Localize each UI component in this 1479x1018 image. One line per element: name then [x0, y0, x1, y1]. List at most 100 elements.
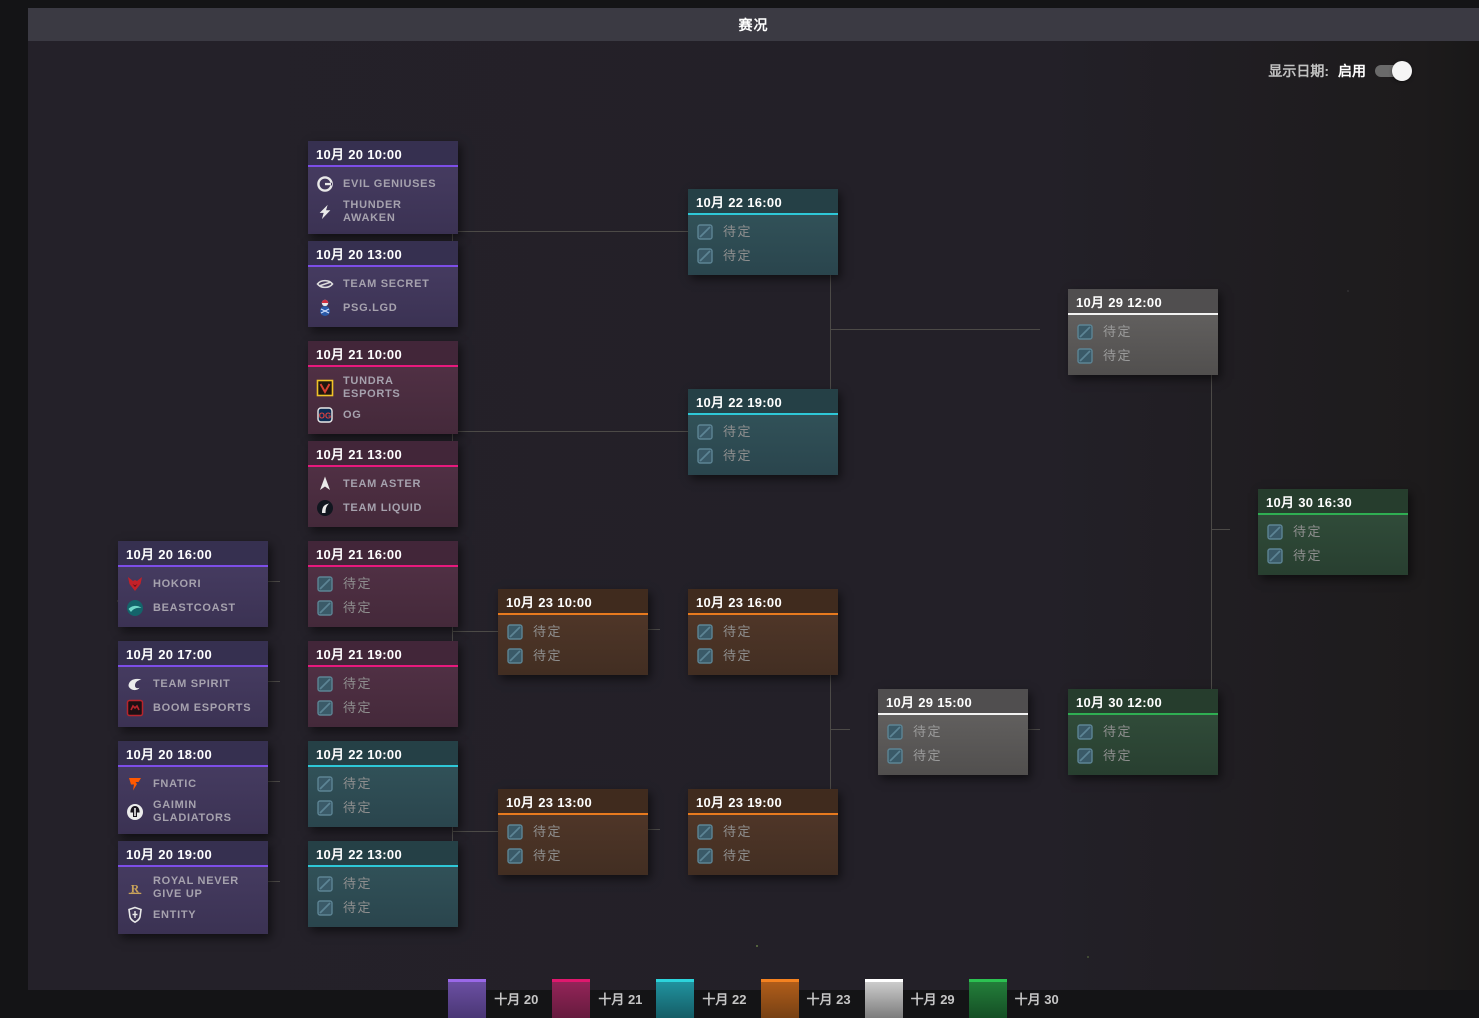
hokori-logo — [126, 575, 144, 593]
team-slot: EVIL GENIUSES — [308, 172, 458, 196]
legend-item: 十月 23 — [760, 979, 851, 1018]
day-accent-bar — [1258, 513, 1408, 515]
tbd-label: 待定 — [723, 823, 753, 839]
connector-line — [830, 329, 1040, 330]
match-datetime: 10月 22 19:00 — [688, 389, 838, 413]
match-box[interactable]: 10月 22 19:00 待定 待定 — [688, 389, 838, 475]
match-box[interactable]: 10月 23 13:00 待定 待定 — [498, 789, 648, 875]
tundra-esports-logo — [316, 379, 334, 397]
tbd-placeholder-icon — [1076, 747, 1094, 765]
tbd-label: 待定 — [1293, 547, 1323, 563]
tbd-slot: 待定 — [688, 844, 838, 868]
team-slot: GAIMIN GLADIATORS — [118, 796, 268, 827]
legend-swatch — [760, 979, 799, 1018]
team-name: ROYAL NEVER GIVE UP — [153, 875, 239, 900]
match-datetime: 10月 29 15:00 — [878, 689, 1028, 713]
thunder-awaken-logo — [316, 203, 334, 221]
tbd-placeholder-icon — [886, 723, 904, 741]
entity-logo — [126, 906, 144, 924]
tbd-slot: 待定 — [308, 572, 458, 596]
tbd-label: 待定 — [723, 623, 753, 639]
match-box[interactable]: 10月 23 19:00 待定 待定 — [688, 789, 838, 875]
legend-item: 十月 22 — [656, 979, 747, 1018]
tbd-slot: 待定 — [878, 720, 1028, 744]
match-box[interactable]: 10月 21 10:00 TUNDRA ESPORTS OG OG — [308, 341, 458, 435]
tbd-slot: 待定 — [308, 672, 458, 696]
match-datetime: 10月 30 16:30 — [1258, 489, 1408, 513]
tbd-slot: 待定 — [688, 820, 838, 844]
match-box[interactable]: 10月 20 10:00 EVIL GENIUSES THUNDER AWAKE… — [308, 141, 458, 235]
svg-text:OG: OG — [319, 412, 331, 421]
connector-line — [830, 729, 850, 730]
match-box[interactable]: 10月 21 13:00 TEAM ASTER TEAM LIQUID — [308, 441, 458, 527]
tbd-label: 待定 — [723, 223, 753, 239]
tbd-label: 待定 — [343, 775, 373, 791]
match-box[interactable]: 10月 20 13:00 TEAM SECRET PSG.LGD — [308, 241, 458, 327]
match-datetime: 10月 29 12:00 — [1068, 289, 1218, 313]
team-slot: HOKORI — [118, 572, 268, 596]
day-accent-bar — [308, 165, 458, 167]
match-datetime: 10月 22 16:00 — [688, 189, 838, 213]
tbd-label: 待定 — [723, 423, 753, 439]
tbd-placeholder-icon — [696, 647, 714, 665]
tbd-placeholder-icon — [696, 623, 714, 641]
match-box[interactable]: 10月 29 15:00 待定 待定 — [878, 689, 1028, 775]
match-datetime: 10月 23 13:00 — [498, 789, 648, 813]
fnatic-logo — [126, 775, 144, 793]
tbd-placeholder-icon — [696, 823, 714, 841]
day-accent-bar — [498, 613, 648, 615]
tbd-placeholder-icon — [316, 699, 334, 717]
tbd-placeholder-icon — [696, 423, 714, 441]
team-slot: PSG.LGD — [308, 296, 458, 320]
tbd-slot: 待定 — [308, 796, 458, 820]
day-accent-bar — [118, 865, 268, 867]
match-datetime: 10月 20 16:00 — [118, 541, 268, 565]
match-box[interactable]: 10月 23 10:00 待定 待定 — [498, 589, 648, 675]
show-date-toggle[interactable] — [1375, 61, 1412, 81]
tbd-slot: 待定 — [1068, 720, 1218, 744]
match-box[interactable]: 10月 29 12:00 待定 待定 — [1068, 289, 1218, 375]
match-box[interactable]: 10月 22 16:00 待定 待定 — [688, 189, 838, 275]
royal-never-give-up-logo: R — [126, 879, 144, 897]
match-datetime: 10月 21 10:00 — [308, 341, 458, 365]
connector-line — [452, 431, 688, 432]
match-box[interactable]: 10月 22 10:00 待定 待定 — [308, 741, 458, 827]
tbd-slot: 待定 — [688, 244, 838, 268]
match-box[interactable]: 10月 21 16:00 待定 待定 — [308, 541, 458, 627]
og-logo: OG — [316, 406, 334, 424]
match-box[interactable]: 10月 20 19:00 R ROYAL NEVER GIVE UP ENTIT… — [118, 841, 268, 935]
team-name: BOOM ESPORTS — [153, 701, 252, 714]
match-datetime: 10月 21 19:00 — [308, 641, 458, 665]
match-box[interactable]: 10月 20 16:00 HOKORI BEASTCOAST — [118, 541, 268, 627]
match-box[interactable]: 10月 23 16:00 待定 待定 — [688, 589, 838, 675]
beastcoast-logo — [126, 599, 144, 617]
svg-text:R: R — [131, 882, 140, 895]
tbd-slot: 待定 — [308, 896, 458, 920]
legend-item: 十月 20 — [448, 979, 538, 1018]
team-name: TUNDRA ESPORTS — [343, 375, 401, 400]
team-slot: TUNDRA ESPORTS — [308, 372, 458, 403]
match-box[interactable]: 10月 21 19:00 待定 待定 — [308, 641, 458, 727]
match-box[interactable]: 10月 30 12:00 待定 待定 — [1068, 689, 1218, 775]
tbd-slot: 待定 — [688, 444, 838, 468]
tbd-placeholder-icon — [696, 247, 714, 265]
tbd-placeholder-icon — [316, 775, 334, 793]
match-box[interactable]: 10月 20 18:00 FNATIC GAIMIN GLADIATORS — [118, 741, 268, 835]
match-box[interactable]: 10月 22 13:00 待定 待定 — [308, 841, 458, 927]
tbd-slot: 待定 — [308, 596, 458, 620]
day-accent-bar — [1068, 713, 1218, 715]
tbd-slot: 待定 — [498, 644, 648, 668]
connector-line — [452, 231, 688, 232]
match-box[interactable]: 10月 30 16:30 待定 待定 — [1258, 489, 1408, 575]
tbd-placeholder-icon — [316, 575, 334, 593]
match-box[interactable]: 10月 20 17:00 TEAM SPIRIT BOOM ESPORTS — [118, 641, 268, 727]
tbd-slot: 待定 — [1068, 744, 1218, 768]
match-datetime: 10月 22 13:00 — [308, 841, 458, 865]
tbd-slot: 待定 — [688, 420, 838, 444]
team-slot: TEAM SPIRIT — [118, 672, 268, 696]
team-slot: THUNDER AWAKEN — [308, 196, 458, 227]
team-name: FNATIC — [153, 777, 197, 790]
tbd-placeholder-icon — [316, 675, 334, 693]
legend-swatch — [448, 979, 487, 1018]
tbd-label: 待定 — [723, 647, 753, 663]
